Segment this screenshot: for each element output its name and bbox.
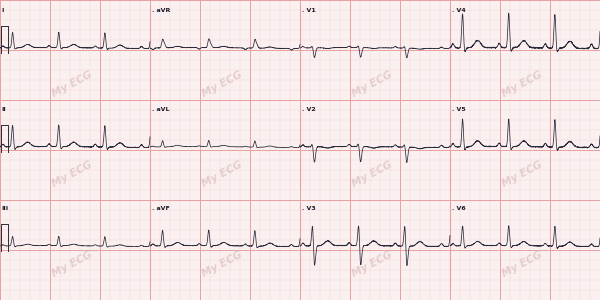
Text: My ECG: My ECG xyxy=(50,159,94,189)
Text: My ECG: My ECG xyxy=(500,159,544,189)
Text: . aVR: . aVR xyxy=(152,8,170,13)
Text: My ECG: My ECG xyxy=(200,249,244,279)
Text: II: II xyxy=(2,107,7,112)
Text: . V5: . V5 xyxy=(452,107,466,112)
Text: . V2: . V2 xyxy=(302,107,316,112)
Text: . V4: . V4 xyxy=(452,8,466,13)
Text: My ECG: My ECG xyxy=(50,249,94,279)
Text: My ECG: My ECG xyxy=(350,249,394,279)
Text: . aVL: . aVL xyxy=(152,107,169,112)
Text: My ECG: My ECG xyxy=(200,69,244,99)
Text: My ECG: My ECG xyxy=(500,249,544,279)
Text: My ECG: My ECG xyxy=(50,69,94,99)
Text: . V6: . V6 xyxy=(452,206,466,211)
Text: My ECG: My ECG xyxy=(500,69,544,99)
Text: . V1: . V1 xyxy=(302,8,316,13)
Text: . aVF: . aVF xyxy=(152,206,170,211)
Text: . V3: . V3 xyxy=(302,206,316,211)
Text: III: III xyxy=(2,206,9,211)
Text: My ECG: My ECG xyxy=(350,159,394,189)
Text: I: I xyxy=(2,8,4,13)
Text: My ECG: My ECG xyxy=(200,159,244,189)
Text: My ECG: My ECG xyxy=(350,69,394,99)
